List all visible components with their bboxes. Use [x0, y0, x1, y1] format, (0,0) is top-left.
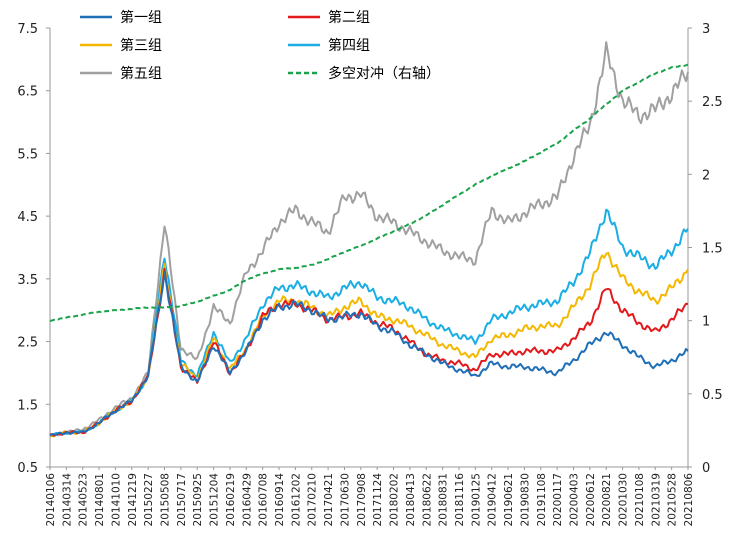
x-tick-label: 20170421: [323, 473, 335, 526]
x-tick-label: 20170630: [339, 473, 351, 526]
x-tick-label: 20170908: [356, 473, 368, 526]
series-line-6: [49, 63, 689, 323]
legend-label: 第五组: [120, 65, 162, 82]
left-tick-label: 5.5: [17, 147, 38, 162]
x-tick-label: 20190412: [487, 473, 499, 526]
x-tick-label: 20180413: [405, 473, 417, 526]
x-tick-label: 20140106: [45, 473, 57, 527]
x-tick-label: 20140801: [94, 473, 106, 526]
right-tick-label: 1.5: [702, 242, 723, 257]
right-tick-label: 1: [702, 315, 710, 330]
right-tick-label: 0.5: [702, 388, 723, 403]
left-tick-label: 2.5: [17, 336, 38, 351]
x-tick-label: 20161202: [290, 473, 302, 526]
x-tick-label: 20160429: [241, 473, 253, 526]
x-tick-label: 20180622: [421, 473, 433, 526]
x-tick-label: 20210528: [667, 473, 679, 526]
left-tick-label: 6.5: [17, 85, 38, 100]
x-tick-label: 20190125: [470, 473, 482, 526]
x-tick-label: 20141219: [127, 473, 139, 526]
x-tick-label: 20210108: [634, 473, 646, 526]
right-tick-label: 2.5: [702, 95, 723, 110]
x-tick-label: 20190830: [519, 473, 531, 526]
legend-label: 第三组: [120, 37, 162, 54]
legend-label: 多空对冲（右轴）: [328, 65, 440, 82]
x-tick-label: 20191108: [536, 473, 548, 526]
x-tick-label: 20171124: [372, 473, 384, 527]
x-tick-label: 20160219: [225, 473, 237, 526]
x-tick-label: 20201030: [618, 473, 630, 526]
right-y-axis: 0 0.5 1 1.5 2 2.5 3: [687, 22, 723, 476]
x-tick-label: 20151204: [209, 473, 221, 527]
right-tick-label: 0: [702, 461, 710, 476]
x-tick-label: 20160914: [274, 473, 286, 527]
x-tick-label: 20200403: [568, 473, 580, 526]
left-tick-label: 4.5: [17, 210, 38, 225]
x-tick-label: 20200612: [585, 473, 597, 526]
x-tick-label: 20210806: [683, 473, 695, 527]
x-tick-label: 20140314: [61, 473, 73, 527]
left-tick-label: 3.5: [17, 273, 38, 288]
legend-label: 第一组: [120, 9, 162, 26]
x-tick-label: 20140523: [78, 473, 90, 526]
x-tick-label: 20181116: [454, 473, 466, 527]
legend-label: 第二组: [328, 9, 370, 26]
series-layer: [49, 41, 689, 438]
x-tick-label: 20150227: [143, 473, 155, 526]
x-tick-label: 20190621: [503, 473, 515, 526]
x-tick-label: 20141010: [110, 473, 122, 526]
legend-label: 第四组: [328, 37, 370, 54]
right-tick-label: 2: [702, 168, 710, 183]
x-tick-label: 20160708: [258, 473, 270, 526]
x-tick-label: 20170210: [307, 473, 319, 526]
x-tick-label: 20210319: [650, 473, 662, 526]
x-tick-label: 20150508: [160, 473, 172, 526]
series-line-2: [49, 267, 689, 437]
left-y-axis: 0.5 1.5 2.5 3.5 4.5 5.5 6.5 7.5: [17, 22, 51, 476]
right-tick-label: 3: [702, 22, 710, 37]
x-tick-label: 20150717: [176, 473, 188, 526]
left-tick-label: 1.5: [17, 398, 38, 413]
x-axis: 20140106 20140314 20140523 20140801 20141010…: [45, 466, 695, 527]
left-tick-label: 0.5: [17, 461, 38, 476]
x-tick-label: 20200821: [601, 473, 613, 526]
left-tick-label: 7.5: [17, 22, 38, 37]
series-line-5: [49, 41, 689, 437]
x-tick-label: 20150925: [192, 473, 204, 526]
series-line-1: [49, 271, 689, 437]
x-tick-label: 20180202: [389, 473, 401, 526]
x-tick-label: 20180831: [438, 473, 450, 526]
x-tick-label: 20200117: [552, 473, 564, 526]
